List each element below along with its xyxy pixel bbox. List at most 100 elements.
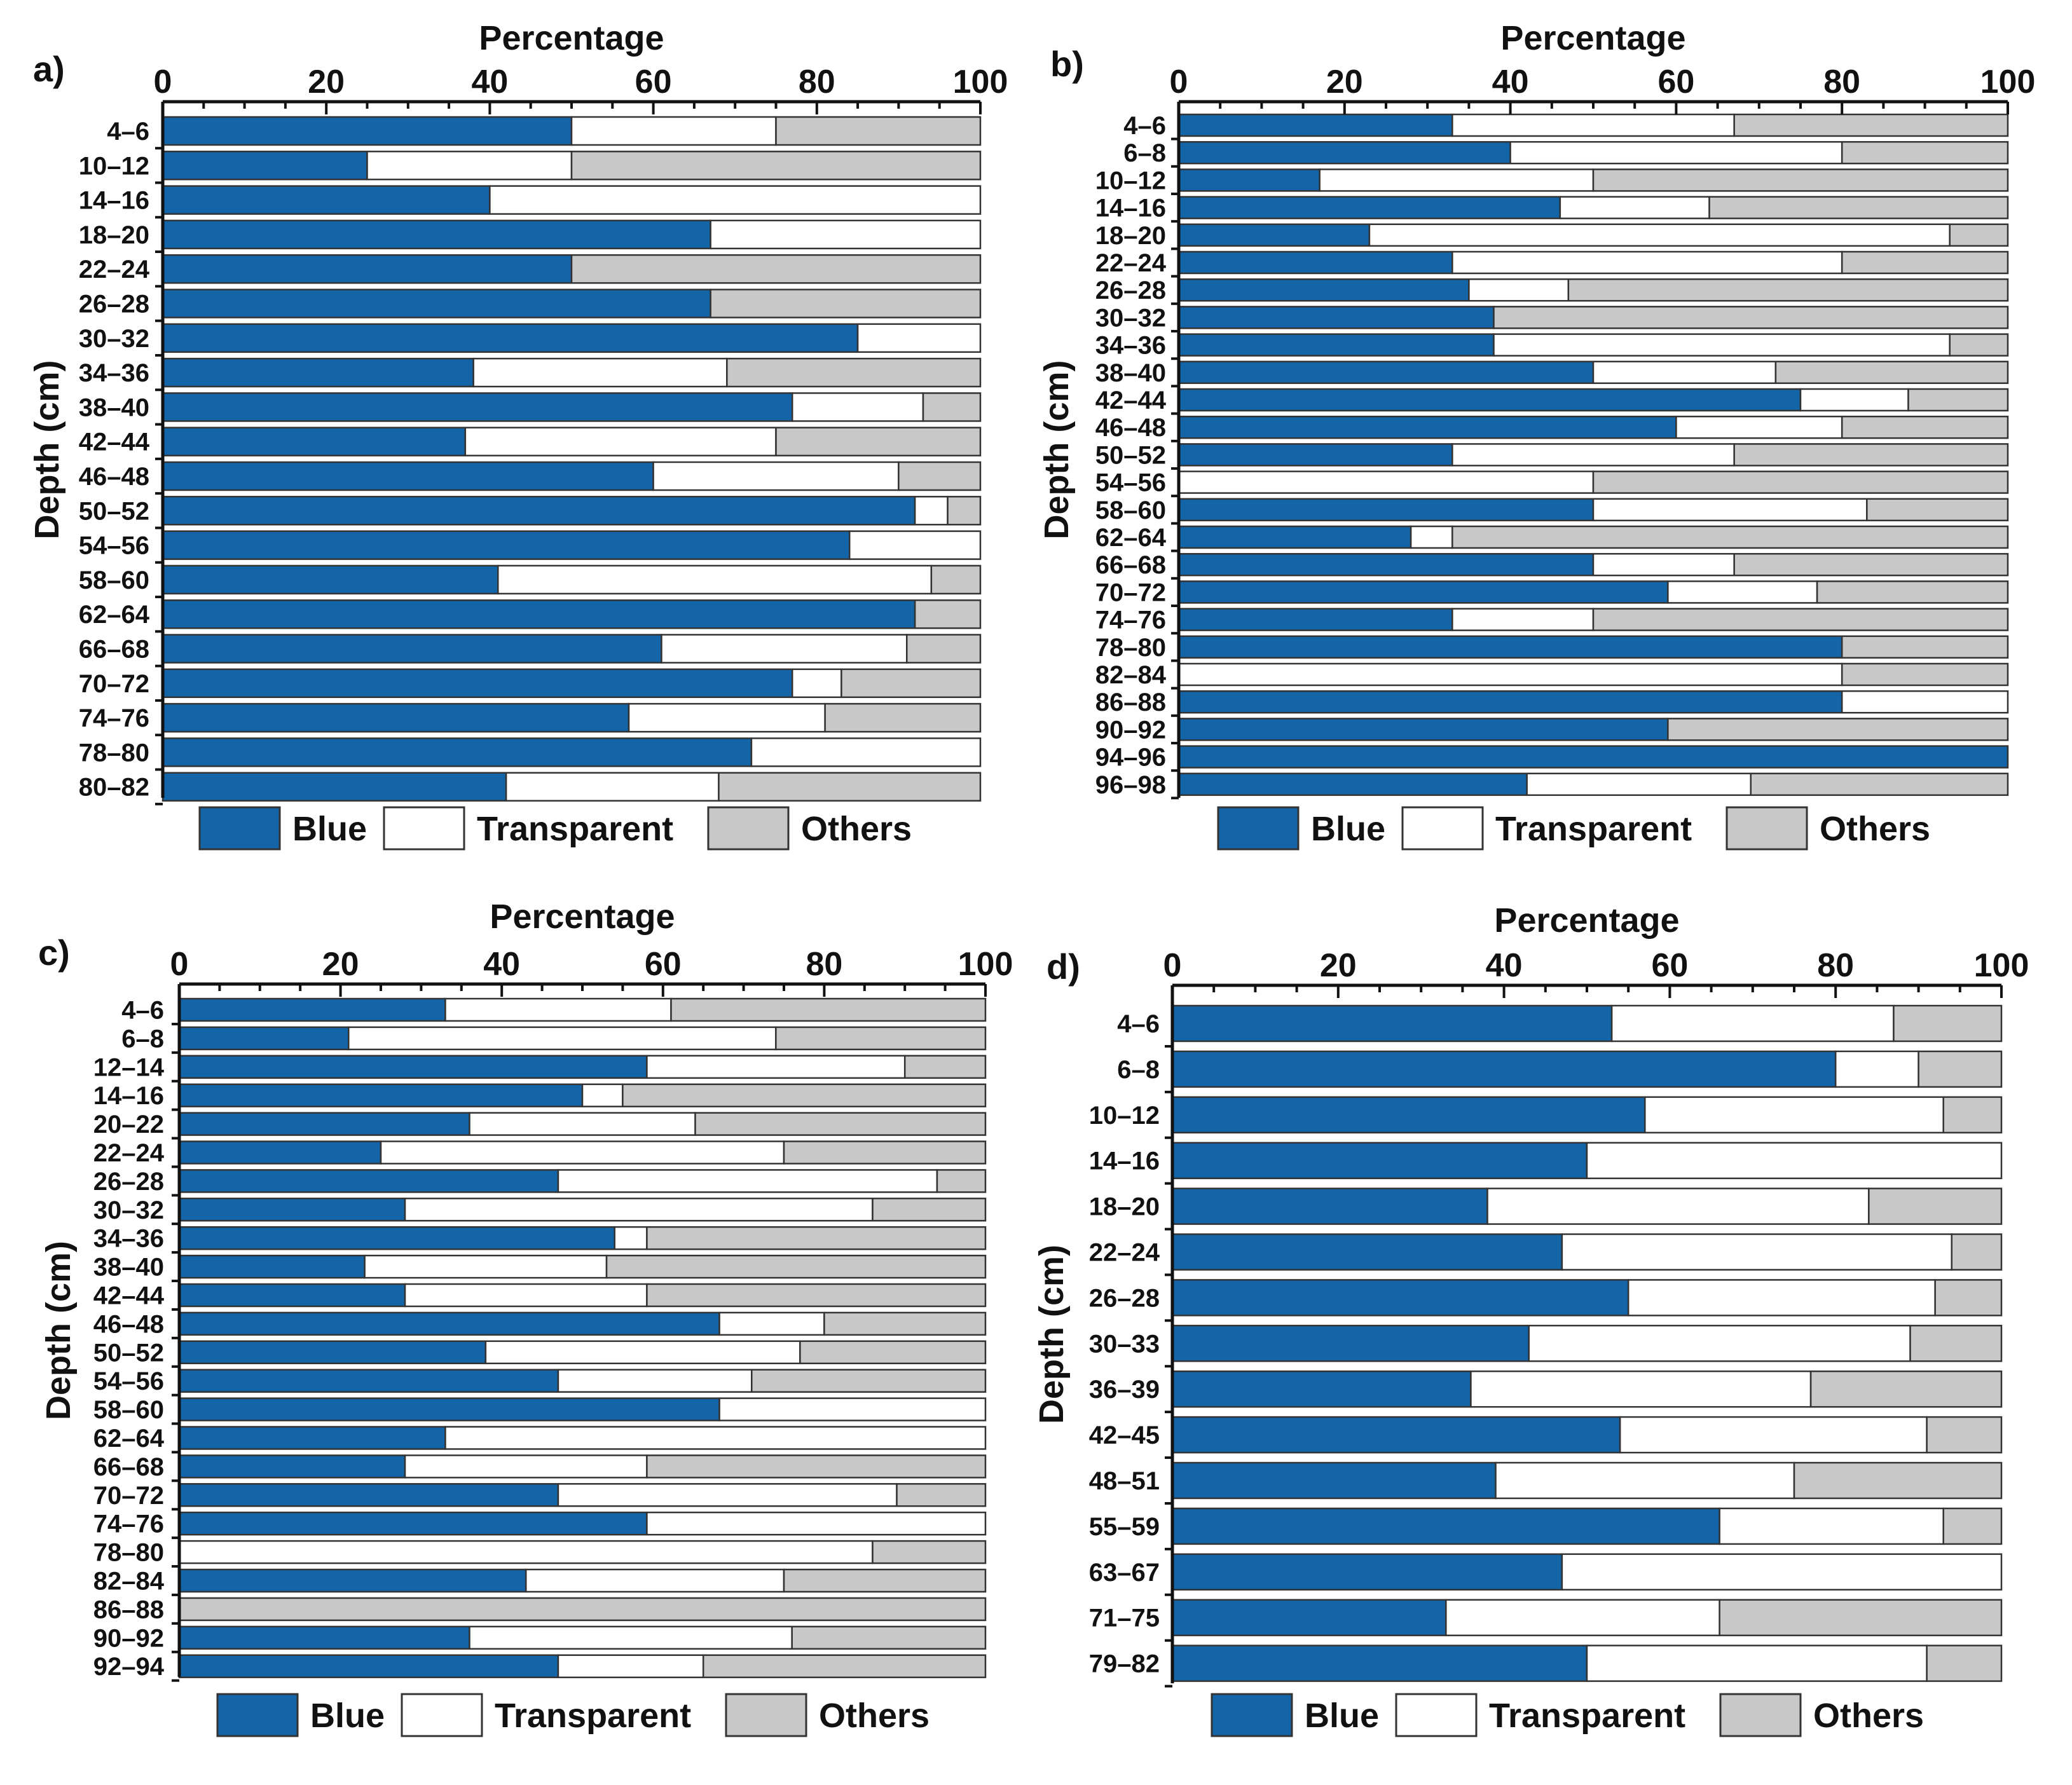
panel-label: b) — [1050, 44, 1084, 84]
bar-blue-24 — [1177, 772, 1528, 797]
y-tick-label: 70–72 — [1095, 578, 1166, 606]
bar-others-9 — [775, 427, 982, 456]
bar-blue-23 — [1177, 745, 2009, 769]
x-axis-title: Percentage — [1500, 19, 1685, 57]
x-tick-label: 100 — [953, 64, 1008, 100]
y-tick-label: 50–52 — [1095, 441, 1166, 469]
legend-swatch-others — [1719, 1693, 1802, 1737]
y-tick-label: 6–8 — [121, 1025, 164, 1053]
bar-others-20 — [783, 1568, 987, 1593]
bar-transparent-8 — [1493, 333, 1951, 357]
y-tick-label: 22–24 — [79, 256, 150, 284]
bar-others-15 — [906, 634, 982, 664]
bar-blue-23 — [178, 1654, 559, 1678]
bar-blue-3 — [161, 219, 711, 250]
bar-others-8 — [1949, 333, 2009, 357]
bar-others-20 — [1841, 662, 2009, 687]
bar-others-17 — [896, 1483, 987, 1507]
bar-transparent-11 — [1675, 415, 1843, 439]
bar-others-2 — [903, 1055, 987, 1079]
legend-swatch-transparent — [383, 806, 465, 851]
y-tick-label: 14–16 — [93, 1082, 164, 1110]
bar-blue-10 — [1177, 388, 1802, 412]
bar-transparent-1 — [1834, 1050, 1919, 1088]
y-tick-label: 62–64 — [93, 1425, 165, 1453]
bar-blue-3 — [1171, 1142, 1588, 1179]
y-tick-label: 26–28 — [93, 1168, 164, 1196]
y-tick-label: 78–80 — [93, 1539, 164, 1567]
bar-blue-5 — [1177, 250, 1453, 275]
bar-others-9 — [1774, 360, 2009, 385]
bar-transparent-13 — [1177, 470, 1595, 494]
legend-swatch-transparent — [401, 1693, 483, 1737]
y-tick-label: 6–8 — [1123, 139, 1166, 167]
bar-transparent-13 — [557, 1369, 753, 1393]
bar-others-1 — [570, 151, 982, 181]
bar-blue-2 — [1177, 168, 1321, 192]
bar-transparent-15 — [1410, 525, 1453, 549]
legend-label-others: Others — [819, 1697, 930, 1735]
bar-blue-12 — [161, 530, 851, 560]
y-tick-label: 50–52 — [79, 497, 149, 525]
legend-swatch-blue — [1211, 1693, 1293, 1737]
bar-blue-6 — [1177, 278, 1470, 302]
bar-blue-8 — [178, 1226, 615, 1250]
x-tick-label: 0 — [1170, 64, 1188, 100]
y-tick-label: 30–32 — [93, 1196, 164, 1224]
bar-blue-4 — [1177, 223, 1371, 247]
bar-transparent-9 — [1619, 1416, 1928, 1454]
bar-transparent-8 — [1470, 1370, 1812, 1408]
bar-blue-7 — [1171, 1325, 1530, 1362]
y-axis-title: Depth (cm) — [39, 1241, 78, 1420]
bar-others-5 — [710, 289, 982, 318]
bar-blue-9 — [1177, 360, 1595, 385]
bar-blue-1 — [1171, 1050, 1837, 1088]
bar-transparent-12 — [1451, 443, 1735, 467]
y-tick-label: 66–68 — [1095, 551, 1166, 579]
bar-blue-11 — [1177, 415, 1677, 439]
bar-blue-0 — [161, 116, 573, 146]
bar-blue-17 — [178, 1483, 559, 1507]
bar-blue-17 — [1177, 580, 1669, 604]
y-tick-label: 74–76 — [79, 704, 149, 732]
bar-transparent-5 — [1451, 250, 1843, 275]
bar-others-23 — [702, 1654, 987, 1678]
legend-swatch-others — [1726, 806, 1808, 851]
bar-transparent-6 — [856, 323, 982, 353]
bar-transparent-6 — [557, 1169, 938, 1193]
bar-blue-20 — [178, 1568, 527, 1593]
bar-transparent-11 — [718, 1311, 825, 1336]
legend-swatch-others — [725, 1693, 807, 1737]
bar-blue-16 — [178, 1454, 406, 1479]
bar-others-7 — [1909, 1325, 2003, 1362]
bar-blue-2 — [1171, 1096, 1646, 1134]
bar-others-10 — [1907, 388, 2009, 412]
bar-blue-10 — [161, 461, 654, 491]
bar-transparent-18 — [646, 1511, 987, 1536]
y-tick-label: 22–24 — [93, 1139, 165, 1167]
x-tick-label: 0 — [1163, 947, 1182, 984]
bar-others-8 — [646, 1226, 987, 1250]
bar-transparent-12 — [848, 530, 982, 560]
bar-transparent-12 — [484, 1340, 801, 1365]
legend-label-blue: Blue — [1311, 810, 1385, 848]
bar-transparent-20 — [525, 1568, 785, 1593]
bar-blue-0 — [1171, 1004, 1613, 1043]
bar-others-17 — [1816, 580, 2009, 604]
y-tick-label: 42–44 — [79, 428, 150, 456]
y-tick-label: 18–20 — [1095, 222, 1166, 250]
y-tick-label: 30–33 — [1089, 1330, 1160, 1358]
bar-others-9 — [605, 1254, 987, 1279]
legend: Blue Transparent Others — [1211, 1693, 1924, 1737]
y-tick-label: 80–82 — [79, 774, 149, 802]
x-tick-label: 40 — [1486, 947, 1523, 984]
bar-transparent-1 — [348, 1026, 777, 1051]
y-tick-label: 36–39 — [1089, 1376, 1160, 1404]
bar-transparent-19 — [178, 1540, 874, 1564]
y-tick-label: 58–60 — [1095, 496, 1166, 524]
bar-transparent-3 — [1559, 196, 1710, 219]
bar-others-18 — [1592, 608, 2009, 631]
bar-transparent-4 — [1368, 223, 1951, 247]
bar-transparent-13 — [1445, 1599, 1720, 1636]
